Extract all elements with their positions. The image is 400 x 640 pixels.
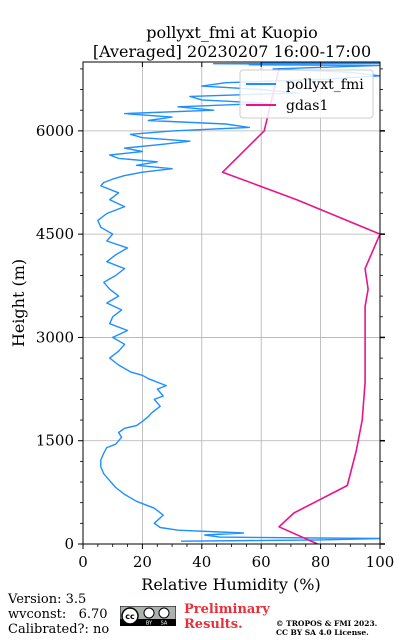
y-tick-label: 6000: [36, 122, 74, 140]
x-tick-label: 60: [252, 553, 271, 571]
svg-text:cc: cc: [125, 612, 135, 621]
preliminary-notice: Preliminary Results.: [184, 602, 270, 632]
series-line-pollyxt-fmi: [97, 62, 380, 542]
copyright-line1: © TROPOS & FMI 2023.: [276, 619, 378, 628]
x-axis: 0 20 40 60 80 100: [78, 62, 394, 571]
footer-version: Version: 3.5: [8, 592, 87, 607]
preliminary-line1: Preliminary: [184, 602, 270, 617]
y-tick-label: 4500: [36, 225, 74, 243]
x-tick-label: 20: [133, 553, 152, 571]
series-line-gdas1: [221, 68, 380, 544]
svg-text:SA: SA: [161, 621, 168, 627]
grid-lines: [82, 62, 381, 545]
x-tick-label: 100: [366, 553, 395, 571]
legend: pollyxt_fmi gdas1: [239, 69, 374, 119]
x-tick-label: 40: [192, 553, 211, 571]
y-tick-label: 3000: [36, 328, 74, 346]
series-lines: [97, 62, 380, 544]
y-axis-label: Height (m): [9, 259, 28, 347]
x-tick-label: 80: [311, 553, 330, 571]
footer-wvconst: wvconst: 6.70: [8, 607, 108, 622]
copyright-notice: © TROPOS & FMI 2023. CC BY SA 4.0 Licens…: [276, 619, 377, 637]
preliminary-line2: Results.: [184, 617, 243, 632]
plot-frame: [82, 61, 381, 545]
chart-subtitle: [Averaged] 20230207 16:00-17:00: [93, 42, 371, 61]
chart-title: pollyxt_fmi at Kuopio: [146, 23, 317, 42]
footer-calibrated: Calibrated?: no: [8, 622, 110, 637]
y-tick-label: 1500: [36, 432, 74, 450]
y-axis: 0 1500 3000 4500 6000: [36, 68, 385, 553]
legend-label-gdas1: gdas1: [286, 98, 328, 114]
plot-clip-group: [97, 62, 380, 544]
x-axis-label: Relative Humidity (%): [141, 575, 320, 594]
copyright-line2: CC BY SA 4.0 License.: [276, 628, 369, 637]
svg-text:BY: BY: [146, 621, 153, 627]
y-tick-label: 0: [64, 535, 74, 553]
x-tick-label: 0: [78, 553, 88, 571]
legend-label-pollyxt: pollyxt_fmi: [286, 77, 364, 93]
cc-license-logo: cc BY SA: [120, 606, 176, 626]
